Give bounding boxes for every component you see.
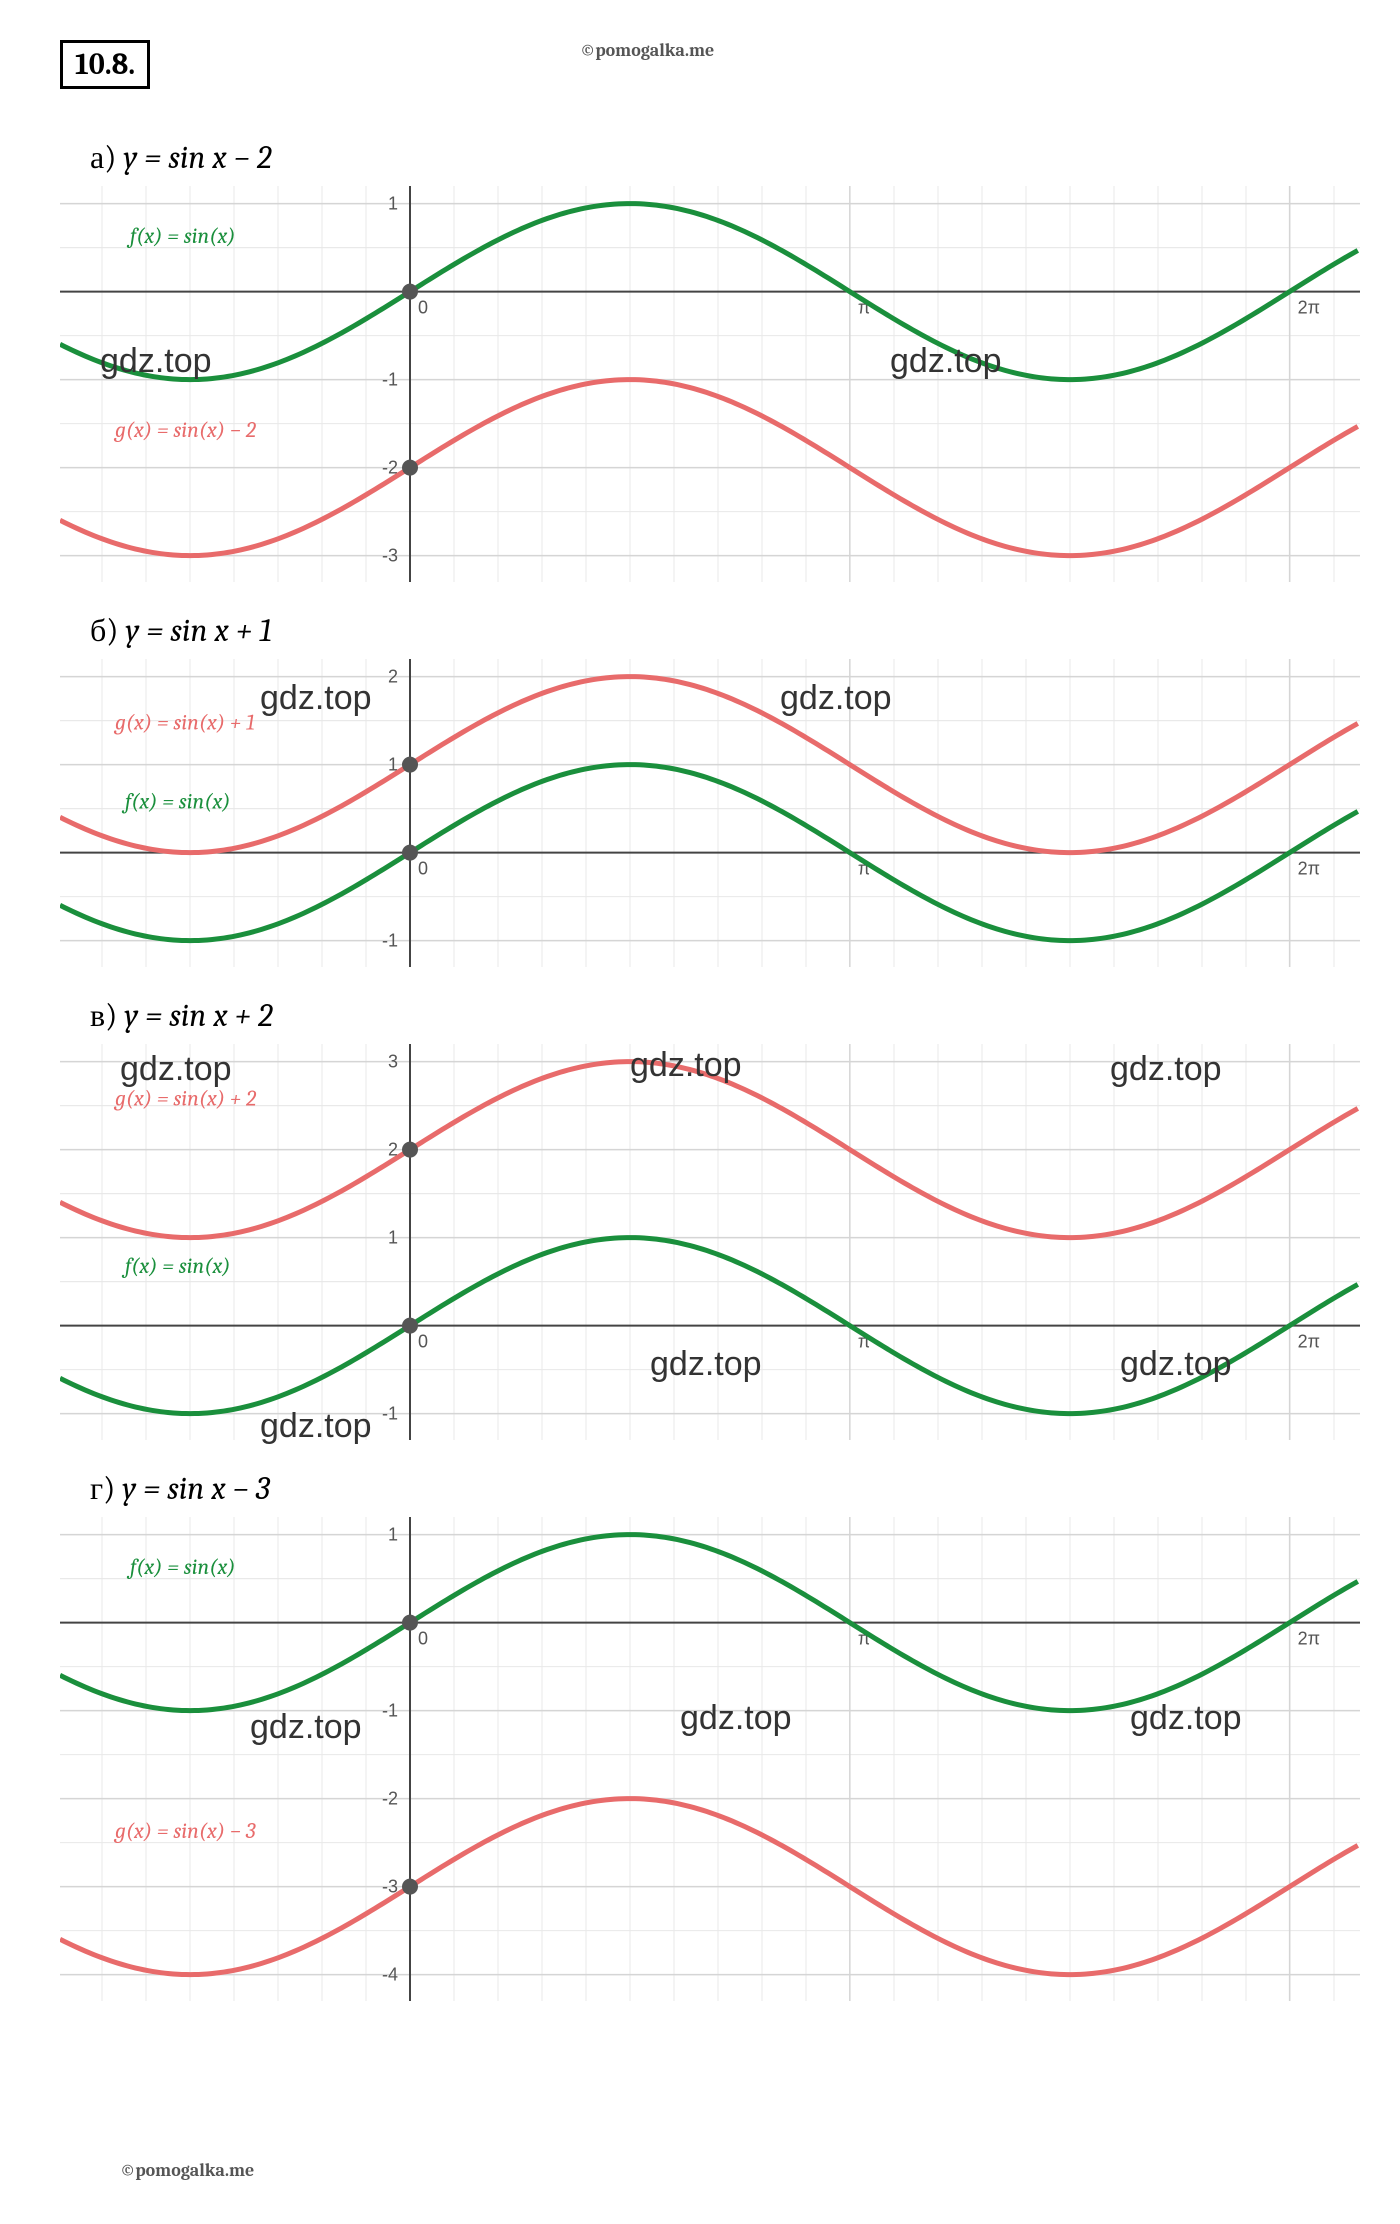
origin-label: 0 — [418, 859, 428, 879]
chart-c: -ππ2π0321-1f(x) = sin(x)g(x) = sin(x) + … — [60, 1044, 1360, 1440]
f-y-intercept — [402, 284, 418, 300]
copyright-text: ©pomogalka.me — [580, 40, 714, 61]
page: 10.8. ©pomogalka.me©pomogalka.me©pomogal… — [0, 0, 1400, 2041]
f-y-intercept — [402, 845, 418, 861]
g-label: g(x) = sin(x) − 3 — [113, 1818, 256, 1844]
g-y-intercept — [402, 1142, 418, 1158]
g-y-intercept — [402, 460, 418, 476]
origin-label: 0 — [418, 1332, 428, 1352]
chart-wrap: -ππ2π01-1-2-3-4f(x) = sin(x)g(x) = sin(x… — [60, 1517, 1360, 2001]
y-tick-label: 3 — [388, 1052, 398, 1072]
y-tick-label: 1 — [388, 1228, 398, 1248]
f-label: f(x) = sin(x) — [121, 789, 230, 815]
origin-label: 0 — [418, 1629, 428, 1649]
grid — [60, 186, 1360, 582]
y-tick-label: -4 — [382, 1965, 398, 1985]
y-tick-label: -1 — [382, 370, 398, 390]
copyright-text: ©pomogalka.me — [120, 2160, 254, 2181]
y-tick-label: 1 — [388, 194, 398, 214]
chart-d: -ππ2π01-1-2-3-4f(x) = sin(x)g(x) = sin(x… — [60, 1517, 1360, 2001]
y-tick-label: -1 — [382, 1404, 398, 1424]
grid — [60, 1517, 1360, 2001]
chart-b: -ππ2π021-1f(x) = sin(x)g(x) = sin(x) + 1 — [60, 659, 1360, 967]
subproblem-c: в) y = sin x + 2-ππ2π0321-1f(x) = sin(x)… — [60, 997, 1370, 1440]
subproblem-d: г) y = sin x − 3-ππ2π01-1-2-3-4f(x) = si… — [60, 1470, 1370, 2001]
subproblem-title: а) y = sin x − 2 — [90, 139, 1370, 176]
y-tick-label: -1 — [382, 931, 398, 951]
y-tick-label: -2 — [382, 1789, 398, 1809]
y-tick-label: -1 — [382, 1701, 398, 1721]
f-label: f(x) = sin(x) — [126, 1554, 235, 1580]
chart-a: -ππ2π01-1-2-3f(x) = sin(x)g(x) = sin(x) … — [60, 186, 1360, 582]
x-tick-label: 2π — [1298, 1629, 1320, 1649]
chart-wrap: -ππ2π021-1f(x) = sin(x)g(x) = sin(x) + 1… — [60, 659, 1360, 967]
subproblem-title: б) y = sin x + 1 — [90, 612, 1370, 649]
origin-label: 0 — [418, 298, 428, 318]
g-label: g(x) = sin(x) − 2 — [113, 417, 257, 443]
g-y-intercept — [402, 757, 418, 773]
f-y-intercept — [402, 1615, 418, 1631]
x-tick-label: 2π — [1298, 859, 1320, 879]
subproblem-a: а) y = sin x − 2-ππ2π01-1-2-3f(x) = sin(… — [60, 139, 1370, 582]
g-y-intercept — [402, 1879, 418, 1895]
x-tick-label: 2π — [1298, 1332, 1320, 1352]
subproblem-title: г) y = sin x − 3 — [90, 1470, 1370, 1507]
problem-number-box: 10.8. — [60, 40, 150, 89]
subproblem-title: в) y = sin x + 2 — [90, 997, 1370, 1034]
f-label: f(x) = sin(x) — [121, 1253, 230, 1279]
y-tick-label: 1 — [388, 1525, 398, 1545]
subproblem-b: б) y = sin x + 1-ππ2π021-1f(x) = sin(x)g… — [60, 612, 1370, 967]
f-y-intercept — [402, 1318, 418, 1334]
chart-wrap: -ππ2π0321-1f(x) = sin(x)g(x) = sin(x) + … — [60, 1044, 1360, 1440]
f-label: f(x) = sin(x) — [126, 223, 235, 249]
y-tick-label: -3 — [382, 546, 398, 566]
x-tick-label: 2π — [1298, 298, 1320, 318]
chart-wrap: -ππ2π01-1-2-3f(x) = sin(x)g(x) = sin(x) … — [60, 186, 1360, 582]
g-label: g(x) = sin(x) + 1 — [113, 709, 255, 735]
y-tick-label: 2 — [388, 667, 398, 687]
g-label: g(x) = sin(x) + 2 — [113, 1086, 257, 1112]
problem-number: 10.8. — [75, 47, 135, 82]
